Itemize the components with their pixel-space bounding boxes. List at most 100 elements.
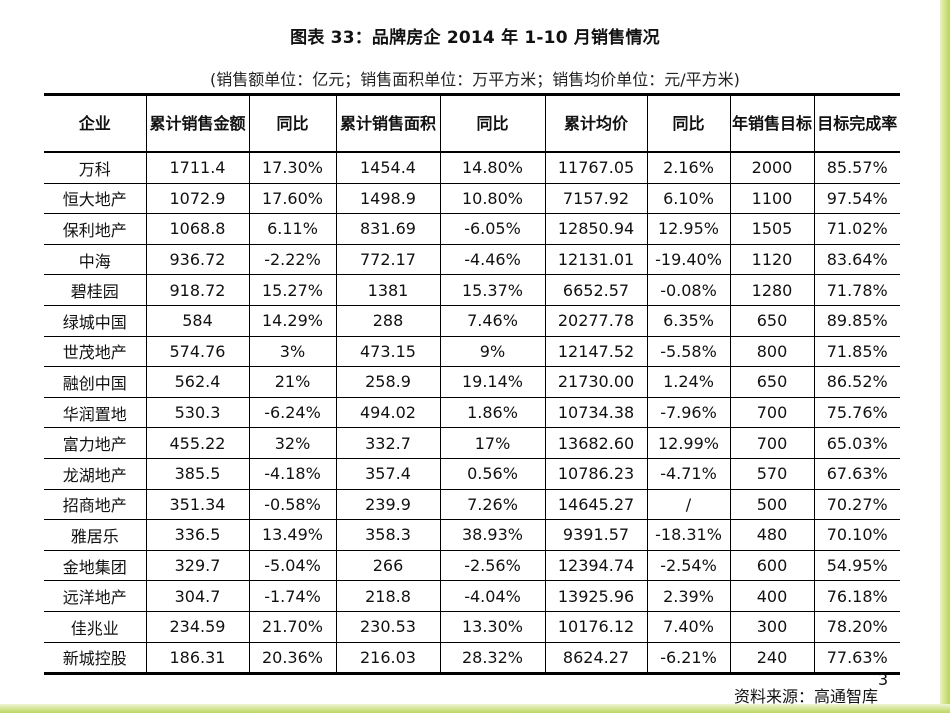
table-header-row: 企业 累计销售金额 同比 累计销售面积 同比 累计均价 同比 年销售目标 目标完… xyxy=(44,94,900,153)
cell-yoy-area: 14.80% xyxy=(439,151,546,184)
cell-yoy-price: -7.96% xyxy=(646,396,731,429)
table-row: 绿城中国 584 14.29% 288 7.46% 20277.78 6.35% 650 89.… xyxy=(44,304,900,337)
cell-company: 金地集团 xyxy=(44,549,147,582)
cell-yoy-price: -19.40% xyxy=(646,243,731,276)
cell-yoy-price: -5.58% xyxy=(646,335,731,368)
bottom-accent-bar xyxy=(0,704,950,713)
cell-yoy-area: 9% xyxy=(439,335,546,368)
cell-annual-target: 570 xyxy=(729,457,815,490)
cell-yoy-area: 38.93% xyxy=(439,519,546,551)
cell-yoy-area: 0.56% xyxy=(439,457,546,490)
cell-yoy-sales: -1.74% xyxy=(248,580,337,612)
cell-cumulative-area: 772.17 xyxy=(335,243,441,276)
table-row: 华润置地 530.3 -6.24% 494.02 1.86% 10734.38 -7.96%… xyxy=(44,396,900,429)
chart-title: 图表 33：品牌房企 2014 年 1-10 月销售情况 xyxy=(290,28,660,48)
cell-yoy-area: -6.05% xyxy=(439,213,546,245)
cell-completion-rate: 89.85% xyxy=(813,304,900,337)
cell-company: 绿城中国 xyxy=(44,304,147,337)
cell-completion-rate: 71.02% xyxy=(813,213,900,245)
header-avg-price: 累计均价 xyxy=(544,94,648,153)
cell-avg-price: 6652.57 xyxy=(544,274,648,306)
cell-cumulative-area: 831.69 xyxy=(335,213,441,245)
cell-yoy-price: 1.24% xyxy=(646,366,731,398)
cell-avg-price: 12147.52 xyxy=(544,335,648,368)
cell-completion-rate: 83.64% xyxy=(813,243,900,276)
cell-yoy-sales: 21% xyxy=(248,366,337,398)
header-completion-rate: 目标完成率 xyxy=(813,94,900,153)
table-row: 碧桂园 918.72 15.27% 1381 15.37% 6652.57 -0.08% 12… xyxy=(44,274,900,306)
cell-cumulative-sales: 1711.4 xyxy=(145,151,250,184)
cell-cumulative-area: 1454.4 xyxy=(335,151,441,184)
cell-annual-target: 650 xyxy=(729,366,815,398)
header-cumulative-area: 累计销售面积 xyxy=(335,94,441,153)
cell-annual-target: 600 xyxy=(729,549,815,582)
cell-cumulative-sales: 562.4 xyxy=(145,366,250,398)
cell-completion-rate: 71.78% xyxy=(813,274,900,306)
cell-yoy-area: 13.30% xyxy=(439,610,546,643)
cell-yoy-area: 1.86% xyxy=(439,396,546,429)
cell-yoy-price: -18.31% xyxy=(646,519,731,551)
cell-yoy-price: -0.08% xyxy=(646,274,731,306)
cell-cumulative-sales: 1068.8 xyxy=(145,213,250,245)
cell-yoy-sales: -2.22% xyxy=(248,243,337,276)
cell-cumulative-area: 473.15 xyxy=(335,335,441,368)
cell-completion-rate: 76.18% xyxy=(813,580,900,612)
cell-yoy-sales: 13.49% xyxy=(248,519,337,551)
page-number: 3 xyxy=(878,670,889,689)
cell-completion-rate: 85.57% xyxy=(813,151,900,184)
cell-avg-price: 8624.27 xyxy=(544,641,648,675)
cell-company: 龙湖地产 xyxy=(44,457,147,490)
cell-cumulative-area: 230.53 xyxy=(335,610,441,643)
cell-yoy-sales: -5.04% xyxy=(248,549,337,582)
table-row: 龙湖地产 385.5 -4.18% 357.4 0.56% 10786.23 -4.71% 5… xyxy=(44,457,900,490)
cell-cumulative-area: 357.4 xyxy=(335,457,441,490)
cell-company: 远洋地产 xyxy=(44,580,147,612)
cell-cumulative-sales: 351.34 xyxy=(145,488,250,521)
cell-cumulative-area: 332.7 xyxy=(335,427,441,459)
cell-cumulative-sales: 574.76 xyxy=(145,335,250,368)
header-company: 企业 xyxy=(44,94,147,153)
table-row: 保利地产 1068.8 6.11% 831.69 -6.05% 12850.94 12.95… xyxy=(44,213,900,245)
cell-cumulative-area: 358.3 xyxy=(335,519,441,551)
cell-yoy-price: -2.54% xyxy=(646,549,731,582)
cell-cumulative-sales: 936.72 xyxy=(145,243,250,276)
cell-avg-price: 10734.38 xyxy=(544,396,648,429)
cell-company: 招商地产 xyxy=(44,488,147,521)
cell-completion-rate: 65.03% xyxy=(813,427,900,459)
cell-annual-target: 1100 xyxy=(729,182,815,215)
table-row: 金地集团 329.7 -5.04% 266 -2.56% 12394.74 -2.54% 60… xyxy=(44,549,900,582)
cell-company: 雅居乐 xyxy=(44,519,147,551)
cell-yoy-sales: 21.70% xyxy=(248,610,337,643)
cell-cumulative-area: 218.8 xyxy=(335,580,441,612)
table-row: 融创中国 562.4 21% 258.9 19.14% 21730.00 1.24% 650 8… xyxy=(44,366,900,398)
cell-annual-target: 700 xyxy=(729,427,815,459)
cell-yoy-sales: 32% xyxy=(248,427,337,459)
cell-completion-rate: 70.27% xyxy=(813,488,900,521)
cell-avg-price: 10786.23 xyxy=(544,457,648,490)
cell-company: 保利地产 xyxy=(44,213,147,245)
cell-yoy-sales: 14.29% xyxy=(248,304,337,337)
cell-cumulative-area: 288 xyxy=(335,304,441,337)
cell-completion-rate: 75.76% xyxy=(813,396,900,429)
cell-cumulative-sales: 186.31 xyxy=(145,641,250,675)
table-body: 万科 1711.4 17.30% 1454.4 14.80% 11767.05 2.16% 2… xyxy=(44,151,900,675)
table-row: 新城控股 186.31 20.36% 216.03 28.32% 8624.27 -6.21… xyxy=(44,641,900,675)
cell-cumulative-sales: 385.5 xyxy=(145,457,250,490)
cell-completion-rate: 78.20% xyxy=(813,610,900,643)
header-annual-target: 年销售目标 xyxy=(729,94,815,153)
cell-yoy-sales: -0.58% xyxy=(248,488,337,521)
units-subtitle: (销售额单位：亿元；销售面积单位：万平方米；销售均价单位：元/平方米) xyxy=(210,70,740,89)
cell-cumulative-area: 494.02 xyxy=(335,396,441,429)
cell-avg-price: 20277.78 xyxy=(544,304,648,337)
cell-cumulative-area: 266 xyxy=(335,549,441,582)
cell-avg-price: 9391.57 xyxy=(544,519,648,551)
cell-completion-rate: 97.54% xyxy=(813,182,900,215)
table-row: 中海 936.72 -2.22% 772.17 -4.46% 12131.01 -19.40… xyxy=(44,243,900,276)
cell-yoy-sales: 15.27% xyxy=(248,274,337,306)
cell-annual-target: 1120 xyxy=(729,243,815,276)
cell-yoy-sales: -6.24% xyxy=(248,396,337,429)
cell-yoy-area: -2.56% xyxy=(439,549,546,582)
cell-yoy-area: 19.14% xyxy=(439,366,546,398)
cell-avg-price: 7157.92 xyxy=(544,182,648,215)
header-yoy-price: 同比 xyxy=(646,94,731,153)
